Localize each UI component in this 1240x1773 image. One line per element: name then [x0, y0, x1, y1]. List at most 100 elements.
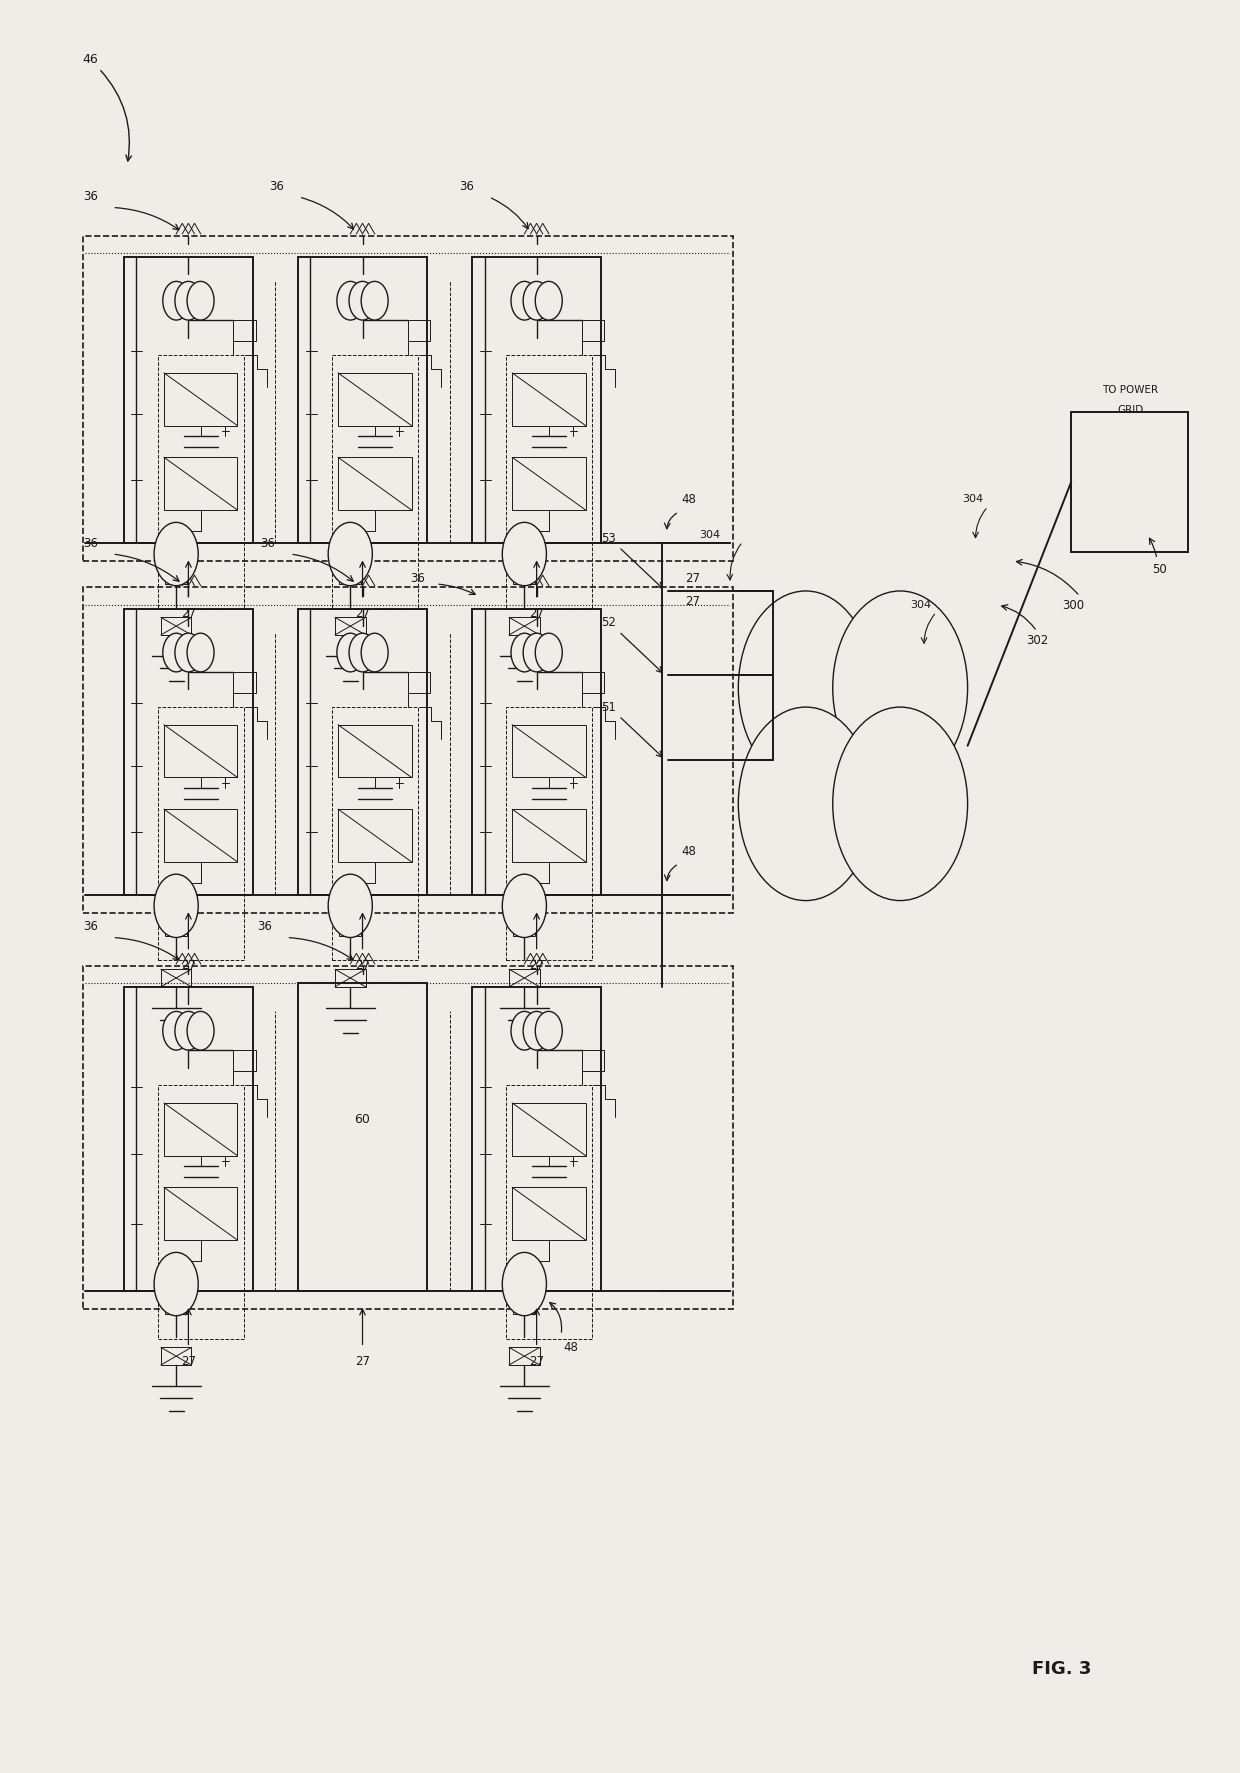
Bar	[510, 617, 539, 635]
Bar	[298, 257, 427, 544]
Circle shape	[329, 874, 372, 938]
Bar	[339, 808, 412, 862]
Bar	[506, 1085, 591, 1339]
Circle shape	[523, 282, 551, 321]
Bar	[512, 725, 585, 777]
Bar	[512, 808, 585, 862]
Text: 27: 27	[181, 959, 196, 972]
Circle shape	[738, 590, 873, 784]
Circle shape	[175, 282, 202, 321]
Bar	[506, 355, 591, 608]
Circle shape	[162, 1011, 190, 1050]
Bar	[472, 257, 601, 544]
Circle shape	[361, 633, 388, 672]
Bar	[332, 355, 418, 608]
Circle shape	[361, 282, 388, 321]
Text: 48: 48	[563, 1340, 578, 1355]
Text: 304: 304	[910, 599, 931, 610]
Bar	[582, 672, 604, 693]
Bar	[157, 355, 243, 608]
Text: 36: 36	[83, 190, 98, 204]
Bar	[513, 915, 536, 936]
Bar	[164, 1188, 237, 1239]
Text: 304: 304	[699, 530, 720, 539]
Text: 27: 27	[529, 1355, 544, 1369]
Bar	[340, 915, 361, 936]
Bar	[298, 984, 427, 1291]
Circle shape	[511, 633, 538, 672]
Bar	[513, 562, 536, 583]
Bar	[157, 707, 243, 961]
Circle shape	[502, 874, 547, 938]
Bar	[83, 966, 733, 1308]
Circle shape	[348, 633, 376, 672]
Circle shape	[523, 1011, 551, 1050]
Circle shape	[154, 523, 198, 585]
Text: 27: 27	[181, 608, 196, 621]
Circle shape	[523, 633, 551, 672]
Bar	[510, 970, 539, 988]
Text: 36: 36	[257, 920, 272, 933]
Circle shape	[337, 282, 363, 321]
Bar	[512, 1188, 585, 1239]
Text: 36: 36	[410, 573, 425, 585]
Bar	[124, 608, 253, 895]
Circle shape	[162, 633, 190, 672]
Text: 48: 48	[681, 844, 696, 858]
Text: FIG. 3: FIG. 3	[1032, 1660, 1091, 1679]
Circle shape	[536, 282, 562, 321]
Text: 52: 52	[601, 617, 616, 629]
Circle shape	[511, 282, 538, 321]
Text: 300: 300	[1063, 599, 1085, 612]
Circle shape	[187, 1011, 215, 1050]
Text: 53: 53	[601, 532, 616, 544]
Bar	[83, 236, 733, 560]
Circle shape	[833, 707, 967, 901]
Bar	[513, 1293, 536, 1314]
Circle shape	[511, 1011, 538, 1050]
Text: 302: 302	[1025, 633, 1048, 647]
Bar	[124, 257, 253, 544]
Bar	[161, 970, 191, 988]
Bar	[340, 562, 361, 583]
Circle shape	[162, 282, 190, 321]
Circle shape	[175, 1011, 202, 1050]
Circle shape	[738, 707, 873, 901]
Bar	[164, 725, 237, 777]
Text: 27: 27	[529, 608, 544, 621]
Bar	[512, 457, 585, 511]
Circle shape	[502, 523, 547, 585]
Circle shape	[187, 282, 215, 321]
Bar	[512, 1103, 585, 1156]
Circle shape	[175, 633, 202, 672]
Circle shape	[329, 523, 372, 585]
Bar	[161, 1347, 191, 1365]
Bar	[164, 457, 237, 511]
Bar	[335, 970, 366, 988]
Text: 36: 36	[83, 920, 98, 933]
Text: 27: 27	[684, 596, 699, 608]
Bar	[233, 672, 255, 693]
Circle shape	[187, 633, 215, 672]
Bar	[510, 1347, 539, 1365]
Text: 48: 48	[681, 493, 696, 505]
Text: TO POWER: TO POWER	[1102, 385, 1158, 395]
Bar	[164, 808, 237, 862]
Text: 27: 27	[355, 959, 370, 972]
Text: 51: 51	[601, 700, 616, 713]
Bar	[233, 321, 255, 340]
Bar	[165, 562, 187, 583]
Bar	[339, 725, 412, 777]
Text: 36: 36	[260, 537, 275, 550]
Circle shape	[536, 1011, 562, 1050]
Bar	[1071, 411, 1188, 551]
Bar	[164, 1103, 237, 1156]
Text: 27: 27	[355, 1355, 370, 1369]
Bar	[161, 617, 191, 635]
Circle shape	[536, 633, 562, 672]
Text: 27: 27	[684, 573, 699, 585]
Circle shape	[502, 1252, 547, 1316]
Bar	[506, 707, 591, 961]
Bar	[165, 915, 187, 936]
Bar	[408, 321, 429, 340]
